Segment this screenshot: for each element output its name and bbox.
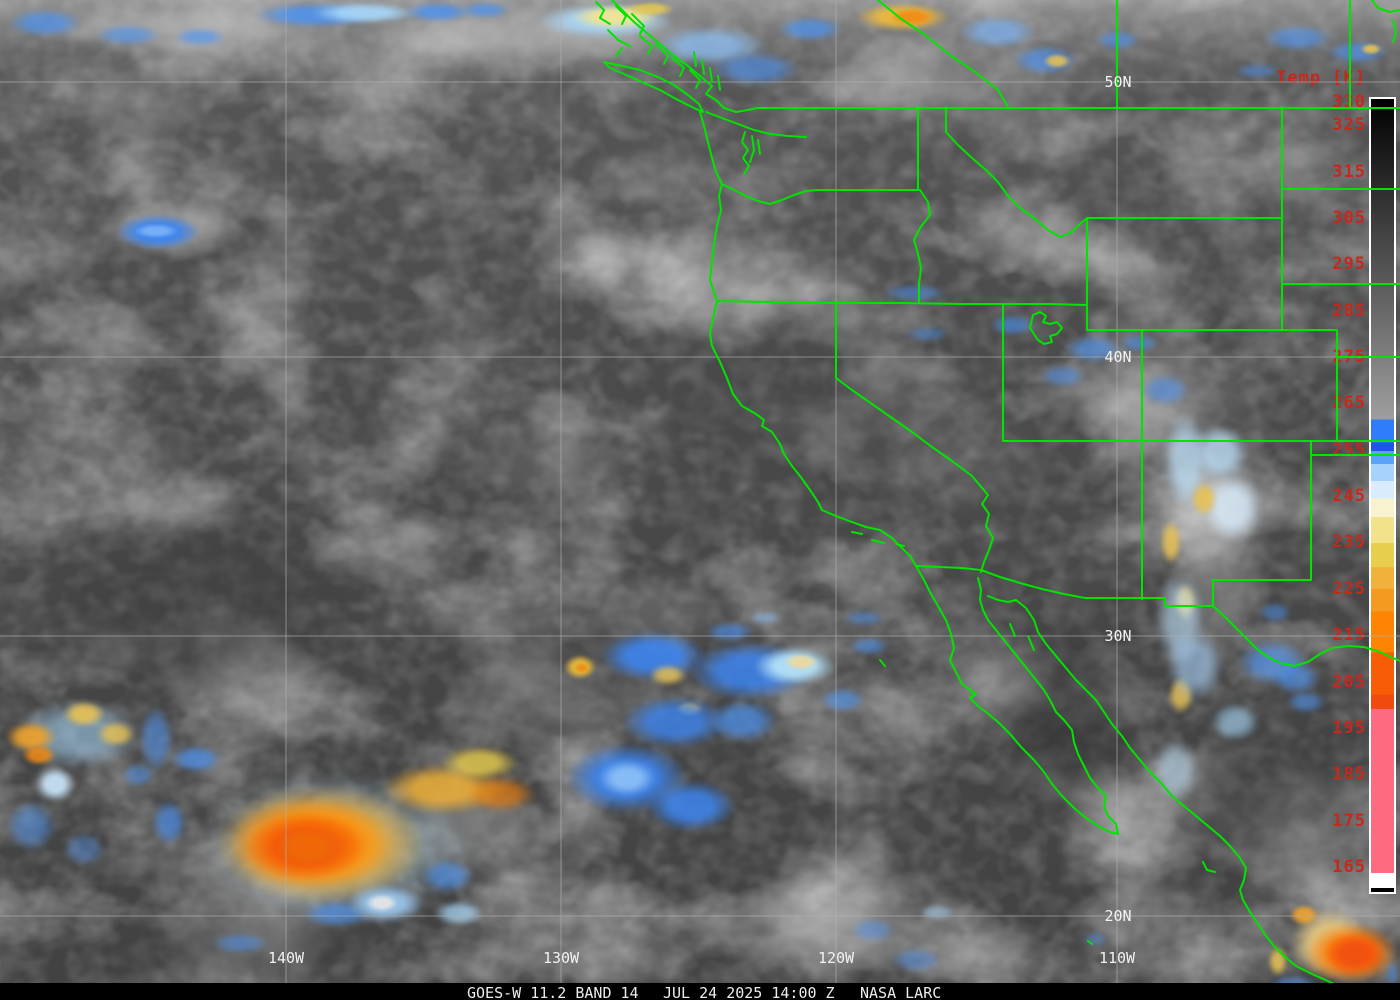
colorbar-gradient [1369,97,1396,894]
colorbar-tick: 315 [1332,162,1366,182]
colorbar-tick: 285 [1332,301,1366,321]
cloud-blob [168,26,232,48]
state-boundaries [595,0,1400,985]
cloud-blob [900,325,955,343]
latitude-label: 20N [1104,907,1131,925]
cloud-blob [1385,958,1400,990]
cloud-blob [415,855,480,897]
cloud-blob [845,635,893,657]
product-name: GOES-W 11.2 BAND 14 [467,984,639,1000]
cloud-blob [92,718,140,750]
colorbar-tick: 185 [1332,764,1366,784]
cloud-blob [885,6,940,28]
cloud-blob [88,22,168,48]
colorbar-tick: 245 [1332,486,1366,506]
cloud-blob [362,892,402,914]
cloud-blob [40,60,240,150]
latitude-label: 50N [1104,73,1131,91]
cloud-blob [1148,730,1203,810]
cloud-blob [1286,902,1322,928]
cloud-blob [815,685,870,715]
cloud-blob [1255,600,1295,625]
colorbar-tick: 215 [1332,625,1366,645]
colorbar-tick: 325 [1332,115,1366,135]
cloud-blob [1040,52,1074,70]
cloud-blob [0,795,62,857]
cloud-blob [58,828,110,870]
cloud-blob [0,6,90,40]
cloud-blob [118,760,158,790]
cloud-blob [620,0,680,18]
cloud-blob [845,915,900,945]
timestamp: JUL 24 2025 14:00 Z [663,984,835,1000]
cloud-blob [1035,362,1090,390]
longitude-label: 120W [818,949,855,967]
cloud-blob [573,662,591,674]
cloud-blob [458,772,543,816]
colorbar-tick: 305 [1332,208,1366,228]
cloud-blob [1205,698,1265,746]
latitude-label: 40N [1104,348,1131,366]
cloud-blob [1230,62,1285,80]
colorbar-tick: 175 [1332,811,1366,831]
cloud-blob [885,945,947,975]
cloud-blob [770,14,850,44]
cloud-blob [745,610,785,626]
cloud-blob [780,652,822,672]
cloud-blob [636,775,746,837]
grid-labels: 50N 40N 30N 20N 140W 130W 120W 110W [268,73,1136,967]
cloud-blob [1282,688,1330,716]
cloud-blob [205,930,275,956]
longitude-label: 140W [268,949,305,967]
cloud-blob [1080,930,1110,948]
cloud-blob [1358,42,1384,56]
latitude-label: 30N [1104,627,1131,645]
cloud-blob [148,795,190,850]
cloud-blob [1115,332,1163,354]
colorbar-tick: 165 [1332,857,1366,877]
cloud-blob [640,880,1020,980]
cloud-blob [268,822,348,872]
cloud-blob [128,222,184,240]
cloud-blob [1188,478,1220,520]
cloud-blob [1160,620,1230,710]
longitude-label: 110W [1099,949,1136,967]
cloud-blob [645,662,691,688]
colorbar-tick: 225 [1332,579,1366,599]
cloud-blob [700,620,760,644]
cloud-blob [428,898,490,928]
cloud-blob [420,400,680,520]
colorbar-tick: 295 [1332,254,1366,274]
cloud-blob [455,0,515,20]
credit: NASA LARC [860,984,942,1000]
caption-bar: GOES-W 11.2 BAND 14 JUL 24 2025 14:00 Z … [0,983,1400,1000]
cloud-blob [838,608,890,628]
colorbar-tick: 205 [1332,672,1366,692]
cloud-blob [1318,928,1392,980]
cloud-blob [560,300,1060,500]
colorbar-tick: 195 [1332,718,1366,738]
cloud-blob [875,282,955,304]
cloud-blob [700,695,785,747]
cloud-blob [915,902,959,922]
longitude-label: 130W [543,949,580,967]
cloud-blob [560,140,760,220]
colorbar-title: Temp [K] [1276,68,1366,88]
colorbar-tick: 235 [1332,532,1366,552]
colorbar-tick: 265 [1332,393,1366,413]
cloud-blob [960,590,1160,850]
